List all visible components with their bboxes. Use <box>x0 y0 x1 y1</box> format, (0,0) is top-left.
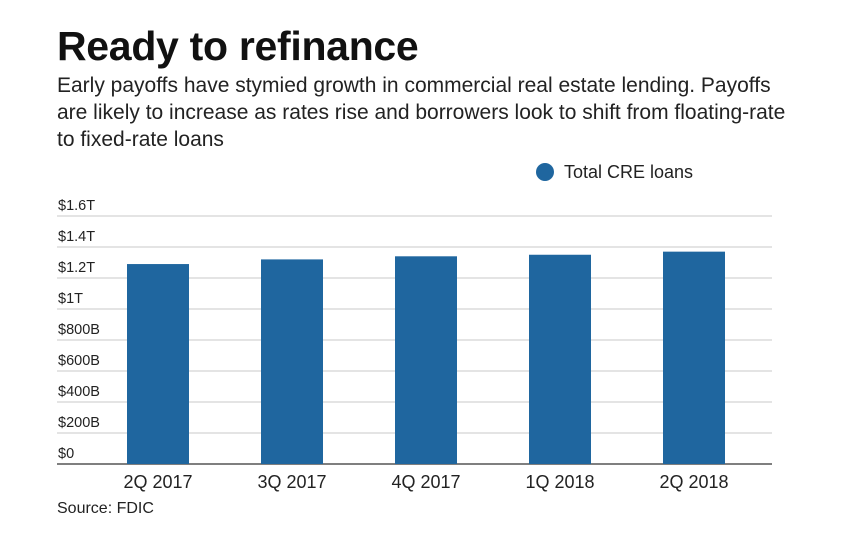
y-tick-label: $1.2T <box>58 260 95 276</box>
bars <box>127 251 725 464</box>
bar <box>529 254 591 464</box>
legend-swatch <box>536 163 554 181</box>
y-tick-label: $400B <box>58 384 100 400</box>
bar <box>395 256 457 464</box>
x-tick-label: 2Q 2018 <box>659 472 728 492</box>
bar <box>261 259 323 464</box>
y-tick-label: $600B <box>58 353 100 369</box>
x-tick-label: 4Q 2017 <box>391 472 460 492</box>
source-note: Source: FDIC <box>57 500 154 517</box>
chart-title: Ready to refinance <box>57 23 419 69</box>
legend-label: Total CRE loans <box>564 161 694 182</box>
x-tick-label: 3Q 2017 <box>257 472 326 492</box>
y-tick-label: $800B <box>58 322 100 338</box>
chart-subtitle: Early payoffs have stymied growth in com… <box>57 74 786 151</box>
y-tick-label: $1T <box>58 291 83 307</box>
y-tick-label: $1.4T <box>58 229 95 245</box>
bar <box>663 251 725 464</box>
y-tick-label: $200B <box>58 415 100 431</box>
x-tick-label: 1Q 2018 <box>525 472 594 492</box>
y-tick-label: $0 <box>58 446 74 462</box>
bar <box>127 264 189 464</box>
y-axis-ticks: $0 $200B $400B $600B $800B $1T $1.2T $1.4T $1.6T <box>58 198 100 462</box>
y-tick-label: $1.6T <box>58 198 95 214</box>
x-axis-ticks: 2Q 2017 3Q 2017 4Q 2017 1Q 2018 2Q 2018 <box>123 472 728 492</box>
legend: Total CRE loans <box>536 160 693 184</box>
x-tick-label: 2Q 2017 <box>123 472 192 492</box>
